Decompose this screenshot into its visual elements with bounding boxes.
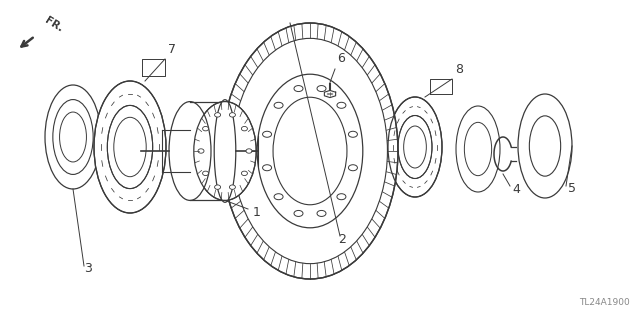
Ellipse shape [529, 116, 561, 176]
Ellipse shape [274, 102, 283, 108]
Ellipse shape [317, 85, 326, 92]
Ellipse shape [262, 165, 271, 171]
Text: 6: 6 [337, 52, 345, 65]
Ellipse shape [348, 165, 357, 171]
Ellipse shape [198, 149, 204, 153]
Text: 3: 3 [84, 262, 92, 275]
Ellipse shape [60, 112, 86, 162]
Ellipse shape [294, 85, 303, 92]
Ellipse shape [169, 101, 211, 200]
Text: 8: 8 [455, 63, 463, 76]
Ellipse shape [257, 74, 363, 228]
Ellipse shape [456, 106, 500, 192]
Ellipse shape [294, 211, 303, 216]
Ellipse shape [53, 100, 93, 174]
Ellipse shape [229, 185, 236, 189]
Ellipse shape [388, 97, 442, 197]
Text: 5: 5 [568, 182, 576, 195]
Ellipse shape [214, 185, 221, 189]
Ellipse shape [317, 211, 326, 216]
Ellipse shape [337, 194, 346, 200]
Ellipse shape [203, 126, 209, 131]
Ellipse shape [108, 105, 153, 189]
Ellipse shape [465, 122, 492, 176]
Ellipse shape [337, 102, 346, 108]
Text: 4: 4 [512, 183, 520, 196]
Ellipse shape [214, 100, 236, 202]
Ellipse shape [222, 23, 398, 279]
Ellipse shape [45, 85, 101, 189]
Text: 7: 7 [168, 43, 176, 56]
Ellipse shape [273, 97, 347, 205]
Ellipse shape [262, 131, 271, 137]
Ellipse shape [246, 149, 252, 153]
Ellipse shape [194, 101, 256, 200]
Ellipse shape [232, 38, 387, 263]
Ellipse shape [241, 171, 248, 175]
Ellipse shape [241, 126, 248, 131]
Ellipse shape [518, 94, 572, 198]
Ellipse shape [398, 115, 432, 179]
Ellipse shape [94, 81, 166, 213]
Text: TL24A1900: TL24A1900 [579, 298, 630, 307]
Text: FR.: FR. [43, 15, 65, 34]
Ellipse shape [214, 113, 221, 117]
Text: 2: 2 [338, 233, 346, 246]
Ellipse shape [274, 194, 283, 200]
Ellipse shape [229, 113, 236, 117]
Ellipse shape [404, 126, 426, 168]
Ellipse shape [203, 171, 209, 175]
Ellipse shape [348, 131, 357, 137]
Ellipse shape [114, 117, 146, 177]
Text: 1: 1 [253, 206, 261, 219]
